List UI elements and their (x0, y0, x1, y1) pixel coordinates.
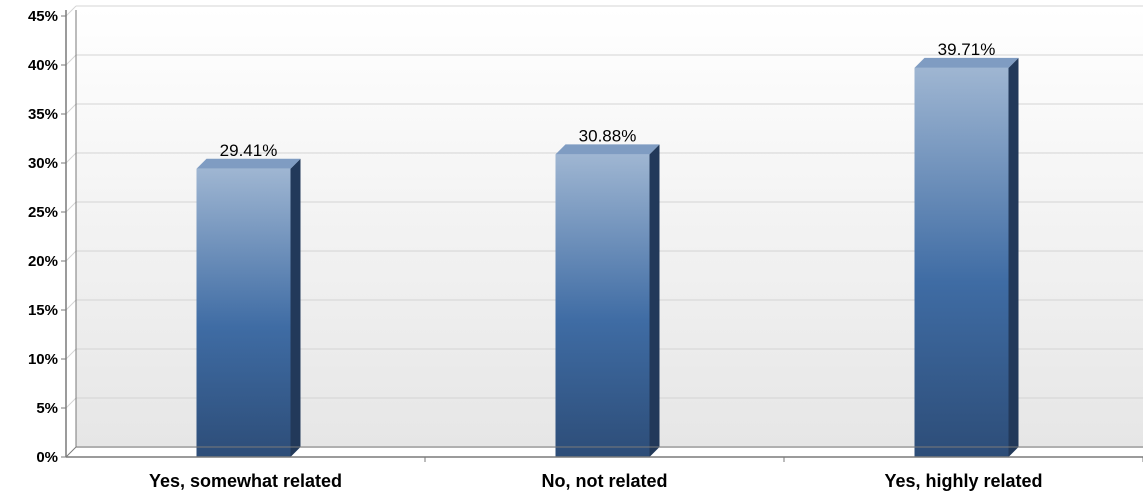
gridline-depth (65, 5, 77, 17)
gridline-depth (65, 250, 77, 262)
data-label: 29.41% (220, 141, 278, 160)
category-label: Yes, somewhat related (149, 471, 342, 491)
gridline-depth (65, 54, 77, 66)
bar (196, 158, 301, 458)
y-tick-label: 15% (28, 302, 58, 319)
y-axis-ticks: 0% 5% 10% 15% 20% 25% 30% 35% 40% 45% (28, 8, 66, 466)
bar-top (914, 57, 1019, 68)
bar-side (1008, 57, 1019, 457)
data-label: 30.88% (579, 126, 637, 145)
data-labels: 29.41% 30.88% 39.71% (220, 40, 996, 160)
data-label: 39.71% (938, 40, 996, 59)
y-tick-label: 25% (28, 204, 58, 221)
axes (65, 10, 1143, 462)
gridline-depth (65, 299, 77, 311)
gridline-depth (65, 201, 77, 213)
bar-front (196, 168, 291, 458)
category-labels: Yes, somewhat related No, not related Yes,… (149, 471, 1043, 491)
bar-top (196, 158, 301, 169)
gridline-depth (65, 152, 77, 164)
y-tick-label: 20% (28, 253, 58, 270)
gridline-depth (65, 348, 77, 360)
y-tick-label: 5% (36, 400, 58, 417)
bar-top (555, 144, 660, 155)
bar-side (649, 144, 660, 457)
gridline-depth (65, 103, 77, 115)
bars (196, 57, 1019, 458)
bar-side (290, 158, 301, 458)
bar (914, 57, 1019, 457)
bar (555, 144, 660, 457)
category-label: No, not related (541, 471, 667, 491)
y-tick-label: 0% (36, 449, 58, 466)
category-label: Yes, highly related (884, 471, 1042, 491)
y-tick-label: 35% (28, 106, 58, 123)
y-tick-label: 40% (28, 57, 58, 74)
y-tick-label: 45% (28, 8, 58, 25)
y-tick-label: 30% (28, 155, 58, 172)
bar-front (914, 67, 1009, 457)
bar-front (555, 154, 650, 457)
gridline-depth (65, 397, 77, 409)
floor-depth-edge (65, 446, 77, 458)
y-tick-label: 10% (28, 351, 58, 368)
